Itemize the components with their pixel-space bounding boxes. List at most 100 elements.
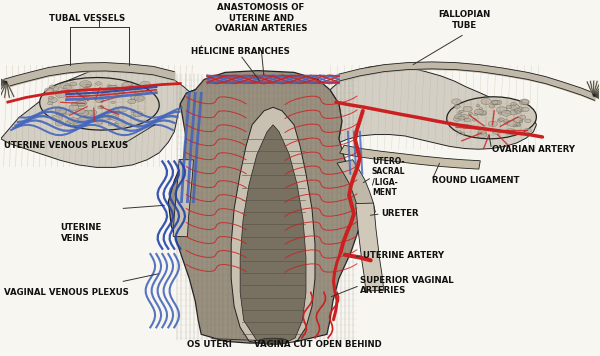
Text: TUBAL VESSELS: TUBAL VESSELS	[49, 14, 125, 23]
Circle shape	[128, 99, 136, 104]
Polygon shape	[356, 203, 384, 291]
Text: VAGINAL VENOUS PLEXUS: VAGINAL VENOUS PLEXUS	[4, 288, 128, 297]
Circle shape	[454, 105, 460, 108]
Circle shape	[460, 110, 464, 112]
Circle shape	[55, 107, 67, 114]
Ellipse shape	[40, 78, 159, 130]
Circle shape	[65, 121, 71, 125]
Ellipse shape	[447, 97, 536, 139]
Circle shape	[110, 85, 117, 90]
Circle shape	[452, 99, 461, 104]
Circle shape	[75, 100, 86, 107]
Circle shape	[519, 99, 529, 105]
Circle shape	[521, 107, 529, 112]
Circle shape	[493, 130, 501, 134]
Circle shape	[140, 81, 151, 87]
Circle shape	[79, 91, 89, 98]
Text: ROUND LIGAMENT: ROUND LIGAMENT	[431, 176, 519, 185]
Circle shape	[88, 110, 97, 115]
Circle shape	[515, 123, 521, 127]
Circle shape	[63, 110, 71, 114]
Circle shape	[512, 124, 517, 127]
Circle shape	[50, 86, 59, 91]
Circle shape	[518, 115, 526, 120]
Polygon shape	[240, 125, 306, 344]
Circle shape	[80, 117, 91, 123]
Circle shape	[521, 100, 529, 104]
Text: SUPERIOR VAGINAL
ARTERIES: SUPERIOR VAGINAL ARTERIES	[360, 276, 454, 295]
Circle shape	[128, 85, 134, 89]
Circle shape	[64, 85, 71, 90]
Polygon shape	[340, 145, 480, 169]
Circle shape	[519, 121, 523, 123]
Circle shape	[92, 90, 98, 93]
Circle shape	[479, 111, 486, 115]
Circle shape	[462, 124, 470, 129]
Circle shape	[476, 105, 480, 107]
Circle shape	[464, 118, 470, 122]
Circle shape	[514, 109, 521, 113]
Circle shape	[133, 111, 142, 117]
Circle shape	[69, 120, 75, 123]
Circle shape	[89, 117, 97, 122]
Circle shape	[111, 101, 115, 104]
Circle shape	[460, 114, 469, 120]
Circle shape	[146, 91, 152, 94]
Text: UTERO-
SACRAL
/LIGA-
MENT: UTERO- SACRAL /LIGA- MENT	[372, 157, 406, 197]
Circle shape	[475, 109, 484, 114]
Circle shape	[110, 115, 119, 120]
Circle shape	[113, 123, 119, 126]
Circle shape	[52, 115, 63, 121]
Circle shape	[73, 121, 82, 126]
Circle shape	[70, 82, 77, 86]
Circle shape	[96, 98, 104, 103]
Circle shape	[108, 85, 118, 91]
Circle shape	[65, 93, 71, 96]
Circle shape	[480, 111, 487, 115]
Circle shape	[77, 100, 86, 106]
Circle shape	[515, 123, 520, 126]
Circle shape	[100, 106, 104, 108]
Circle shape	[99, 99, 103, 101]
Circle shape	[523, 102, 528, 105]
Text: OS UTERI: OS UTERI	[187, 340, 232, 349]
Circle shape	[474, 114, 478, 116]
Circle shape	[504, 121, 509, 124]
Circle shape	[47, 102, 53, 105]
Circle shape	[461, 132, 465, 135]
Circle shape	[118, 107, 127, 112]
Circle shape	[515, 107, 524, 112]
Polygon shape	[337, 160, 376, 214]
Circle shape	[122, 82, 133, 89]
Text: OVARIAN ARTERY: OVARIAN ARTERY	[491, 145, 575, 154]
Text: ANASTOMOSIS OF
UTERINE AND
OVARIAN ARTERIES: ANASTOMOSIS OF UTERINE AND OVARIAN ARTER…	[215, 3, 307, 33]
Circle shape	[497, 119, 503, 122]
Circle shape	[134, 95, 145, 101]
Circle shape	[503, 120, 509, 122]
Circle shape	[454, 117, 461, 121]
Circle shape	[514, 117, 523, 123]
Circle shape	[121, 91, 125, 94]
Circle shape	[61, 90, 65, 92]
Circle shape	[488, 121, 497, 127]
Circle shape	[137, 96, 143, 100]
Polygon shape	[324, 66, 536, 176]
Circle shape	[114, 91, 120, 94]
Circle shape	[107, 85, 112, 87]
Circle shape	[458, 112, 461, 114]
Circle shape	[505, 111, 510, 114]
Circle shape	[507, 120, 517, 126]
Circle shape	[134, 89, 143, 95]
Circle shape	[68, 93, 74, 96]
Circle shape	[77, 117, 89, 123]
Circle shape	[509, 110, 518, 115]
Circle shape	[472, 119, 476, 121]
Circle shape	[98, 114, 110, 120]
Circle shape	[139, 113, 143, 116]
Circle shape	[76, 108, 85, 114]
Circle shape	[489, 105, 495, 108]
Circle shape	[56, 113, 64, 117]
Circle shape	[498, 112, 502, 114]
Circle shape	[48, 97, 58, 103]
Circle shape	[59, 111, 66, 115]
